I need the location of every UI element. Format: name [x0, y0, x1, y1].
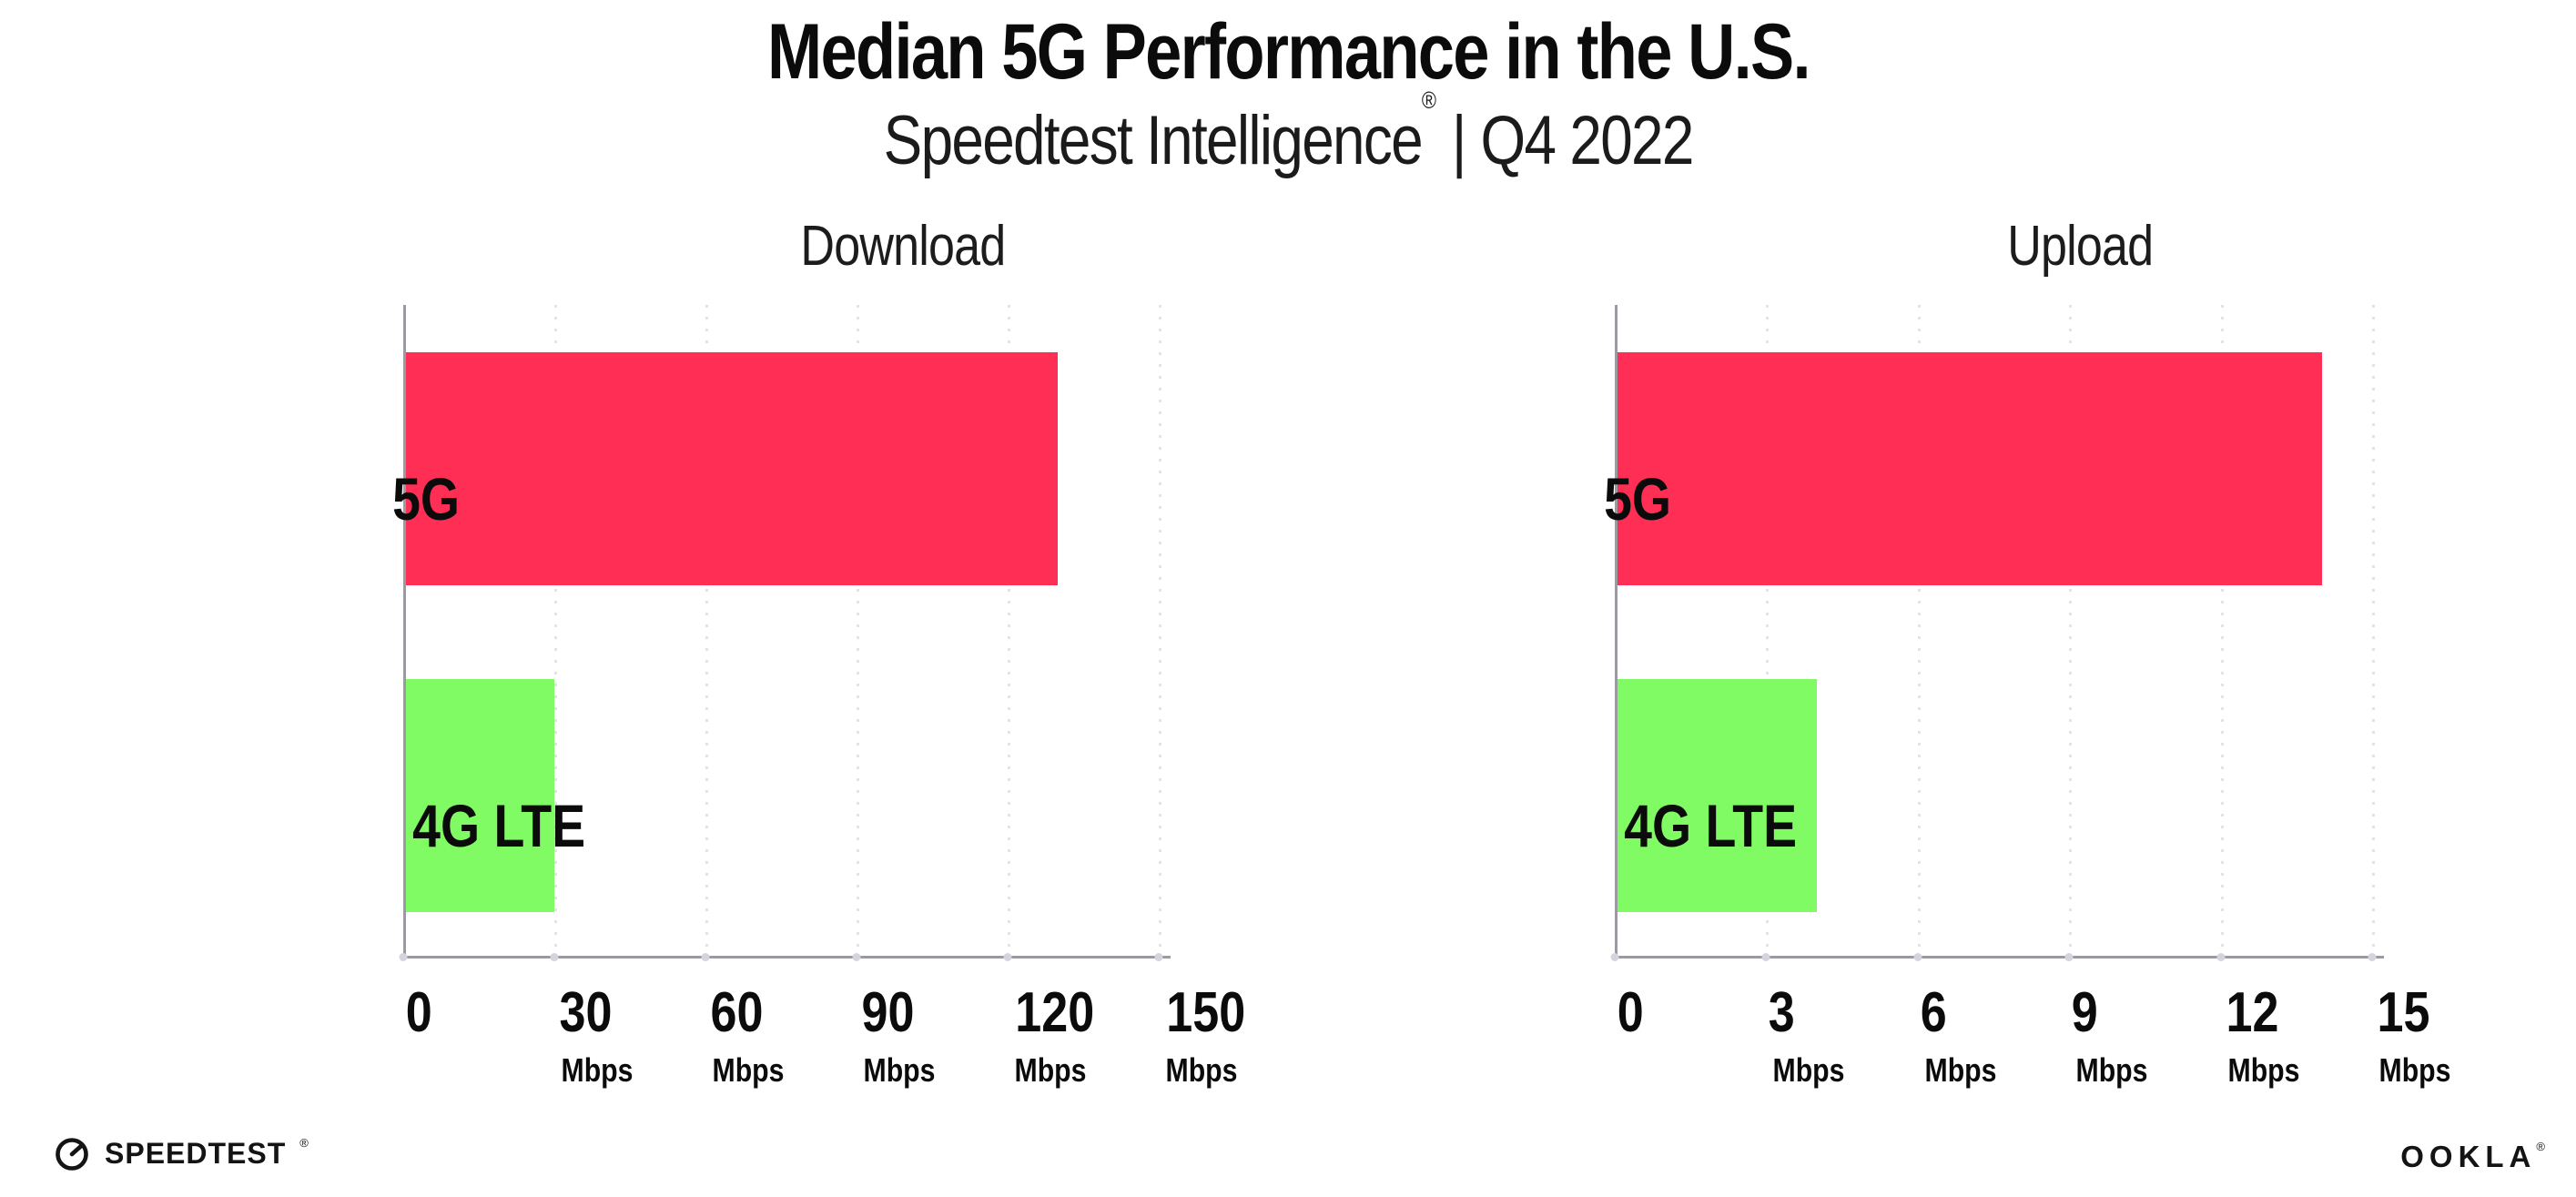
axis-tick-dot	[701, 953, 710, 961]
x-tick-label-text: 90	[861, 981, 915, 1044]
axis-tick-dot	[1913, 953, 1922, 961]
subtitle-brand: Speedtest Intelligence	[883, 101, 1423, 179]
x-tick-unit-text: Mbps	[1014, 1051, 1087, 1089]
gridline	[2372, 305, 2375, 956]
page-subtitle: Speedtest Intelligence® | Q4 2022	[0, 88, 2576, 177]
x-tick-label-text: 0	[1617, 981, 1644, 1044]
x-tick-label-text: 0	[405, 981, 432, 1044]
registered-trademark-icon: ®	[1421, 86, 1436, 115]
x-tick-unit-text: Mbps	[1772, 1051, 1845, 1089]
x-tick-unit-text: Mbps	[2378, 1051, 2451, 1089]
x-tick-label-text: 9	[2071, 981, 2098, 1044]
chart-title-text: Upload	[2007, 215, 2154, 278]
x-tick-unit-text: Mbps	[2075, 1051, 2148, 1089]
axis-tick-dot	[1761, 953, 1770, 961]
x-tick-label-text: 30	[559, 981, 613, 1044]
gridline	[1008, 305, 1010, 956]
x-tick-unit-text: Mbps	[1165, 1051, 1238, 1089]
axis-tick-dot	[1154, 953, 1163, 961]
y-axis-label-5g-text: 5G	[392, 465, 461, 533]
x-tick-unit-text: Mbps	[561, 1051, 634, 1089]
y-axis-spine	[1615, 305, 1618, 956]
x-tick-label-text: 60	[710, 981, 764, 1044]
x-tick-label-text: 120	[1015, 981, 1095, 1044]
bar-5g	[1615, 352, 2322, 585]
page-title: Median 5G Performance in the U.S.	[766, 8, 1811, 96]
axis-tick-dot	[2216, 953, 2226, 961]
x-tick-label-text: 12	[2226, 981, 2279, 1044]
y-axis-label-4g-lte-text: 4G LTE	[1624, 792, 1798, 859]
gridline	[1766, 305, 1769, 956]
gridline	[2069, 305, 2072, 956]
gridline	[705, 305, 708, 956]
subtitle-period: Q4 2022	[1480, 101, 1694, 179]
y-axis-spine	[403, 305, 406, 956]
x-tick-label-text: 150	[1166, 981, 1246, 1044]
x-tick-label-text: 15	[2377, 981, 2430, 1044]
plot-area	[399, 305, 1171, 961]
x-tick-unit-text: Mbps	[712, 1051, 785, 1089]
x-axis-baseline	[403, 956, 1171, 959]
x-tick-label-text: 3	[1768, 981, 1795, 1044]
y-axis-label-5g-text: 5G	[1604, 465, 1672, 533]
chart-title-text: Download	[800, 215, 1006, 278]
axis-tick-dot	[399, 953, 408, 961]
gridline	[1918, 305, 1921, 956]
x-tick-label-text: 6	[1920, 981, 1947, 1044]
gridline	[554, 305, 557, 956]
x-tick-unit-text: Mbps	[2227, 1051, 2300, 1089]
axis-tick-dot	[550, 953, 559, 961]
bar-4g-lte	[403, 679, 554, 912]
subtitle-separator: |	[1451, 101, 1467, 179]
bar-4g-lte	[1615, 679, 1817, 912]
axis-tick-dot	[1610, 953, 1619, 961]
y-axis-label-4g-lte-text: 4G LTE	[412, 792, 586, 859]
gridline	[1159, 305, 1161, 956]
header: Median 5G Performance in the U.S. Speedt…	[0, 8, 2576, 177]
plot-area	[1610, 305, 2384, 961]
axis-tick-dot	[2368, 953, 2377, 961]
gridline	[2221, 305, 2224, 956]
bar-5g	[403, 352, 1058, 585]
axis-tick-dot	[852, 953, 861, 961]
x-tick-unit-text: Mbps	[863, 1051, 936, 1089]
x-axis-baseline	[1615, 956, 2384, 959]
axis-tick-dot	[2064, 953, 2074, 961]
axis-tick-dot	[1003, 953, 1012, 961]
gridline	[857, 305, 859, 956]
x-tick-unit-text: Mbps	[1924, 1051, 1997, 1089]
